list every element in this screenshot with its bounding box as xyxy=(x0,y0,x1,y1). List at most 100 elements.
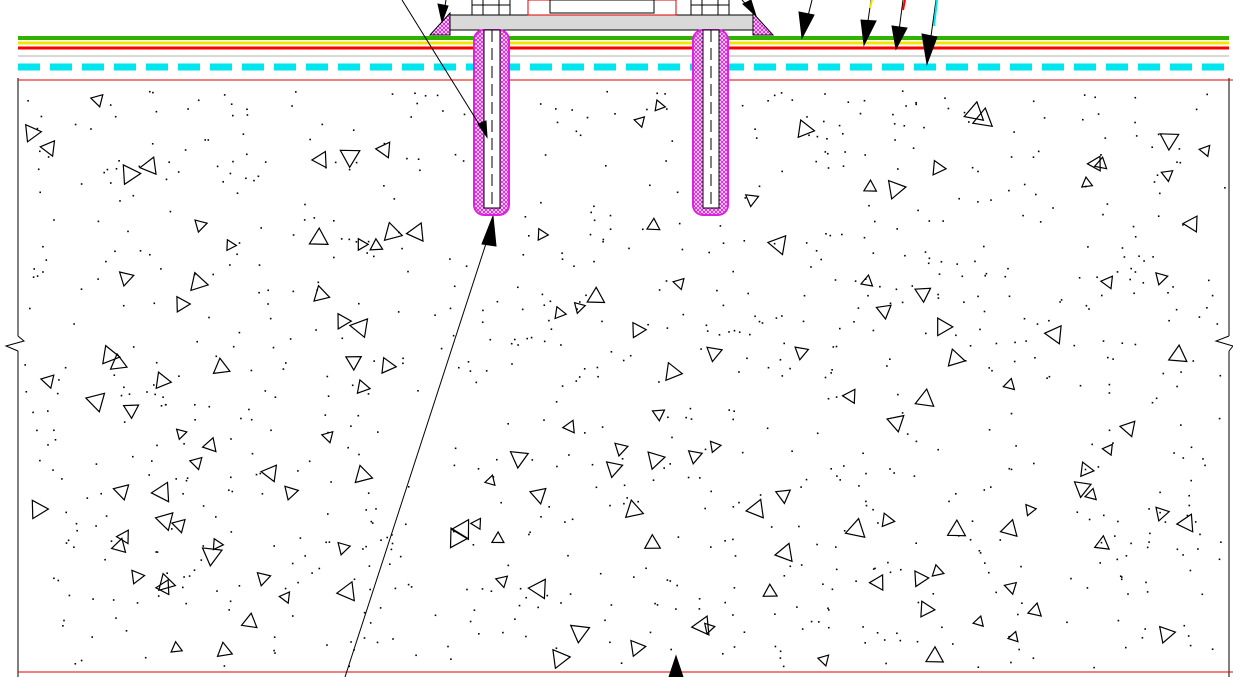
stipple-dot xyxy=(741,451,744,454)
stipple-dot xyxy=(1146,591,1149,593)
stipple-dot xyxy=(917,209,919,212)
aggregate-triangle xyxy=(122,163,142,186)
stipple-dot xyxy=(386,536,388,539)
stipple-dot xyxy=(1134,343,1137,346)
stipple-dot xyxy=(53,219,55,221)
stipple-dot xyxy=(139,250,142,252)
stipple-dot xyxy=(915,103,917,106)
stipple-dot xyxy=(185,479,188,482)
stipple-dot xyxy=(185,602,187,605)
stipple-dot xyxy=(371,522,374,524)
stipple-dot xyxy=(1114,535,1116,537)
stipple-dot xyxy=(671,436,673,439)
stipple-dot xyxy=(805,242,808,244)
stipple-dot xyxy=(1094,96,1096,99)
stipple-dot xyxy=(863,99,866,102)
stipple-dot xyxy=(370,520,373,523)
stipple-dot xyxy=(556,465,558,468)
aggregate-triangle xyxy=(971,106,994,128)
stipple-dot xyxy=(274,652,276,654)
stipple-dot xyxy=(1194,521,1197,523)
stipple-dot xyxy=(1120,578,1123,581)
stipple-dot xyxy=(983,310,986,313)
aggregate-triangle xyxy=(1080,460,1096,478)
stipple-dot xyxy=(810,266,812,268)
stipple-dot xyxy=(352,129,355,131)
stipple-dot xyxy=(1182,457,1185,459)
aggregate-triangle xyxy=(914,387,935,408)
aggregate-triangle xyxy=(651,409,666,422)
stipple-dot xyxy=(732,270,734,273)
stipple-dot xyxy=(229,600,232,603)
stipple-dot xyxy=(872,252,875,254)
stipple-dot xyxy=(1192,360,1195,362)
leader-arrow-yellow xyxy=(860,19,877,47)
stipple-dot xyxy=(27,100,29,102)
stipple-dot xyxy=(267,289,269,292)
stipple-dot xyxy=(299,537,302,539)
stipple-dot xyxy=(1102,213,1104,216)
stipple-dot xyxy=(575,130,578,133)
stipple-dot xyxy=(767,366,770,369)
stipple-dot xyxy=(231,490,234,493)
sealant-fillet-left xyxy=(428,11,451,36)
stipple-dot xyxy=(830,468,832,470)
stipple-dot xyxy=(835,345,838,348)
stipple-dot xyxy=(917,601,920,604)
stipple-dot xyxy=(416,102,418,105)
stipple-dot xyxy=(948,500,950,503)
stipple-dot xyxy=(770,526,773,528)
stipple-dot xyxy=(647,323,649,326)
stipple-dot xyxy=(270,429,272,432)
stipple-dot xyxy=(645,567,647,570)
aggregate-triangle xyxy=(308,226,330,246)
stipple-dot xyxy=(675,608,677,610)
stipple-dot xyxy=(383,142,386,145)
stipple-dot xyxy=(489,338,492,341)
stipple-dot xyxy=(925,332,927,335)
stipple-dot xyxy=(915,101,917,104)
stipple-dot xyxy=(977,295,979,298)
stipple-dot xyxy=(197,99,200,102)
stipple-dot xyxy=(915,440,918,443)
stipple-dot xyxy=(1032,156,1035,158)
stipple-dot xyxy=(1152,256,1154,258)
stipple-dot xyxy=(540,201,542,204)
stipple-dot xyxy=(941,626,943,629)
stipple-dot xyxy=(774,645,777,648)
aggregate-triangle xyxy=(39,374,55,390)
aggregate-triangle xyxy=(665,361,684,382)
stipple-dot xyxy=(806,116,808,118)
stipple-dot xyxy=(355,161,358,164)
stipple-dot xyxy=(773,94,776,97)
stipple-dot xyxy=(561,252,563,254)
stipple-dot xyxy=(375,508,377,510)
stipple-dot xyxy=(232,114,234,117)
stipple-dot xyxy=(885,662,887,665)
stipple-dot xyxy=(193,569,196,571)
stipple-dot xyxy=(656,604,659,606)
stipple-dot xyxy=(1208,279,1210,282)
stipple-dot xyxy=(754,315,756,318)
aggregate-triangle xyxy=(509,450,530,470)
stipple-dot xyxy=(1036,323,1039,325)
aggregate-triangle xyxy=(110,537,127,554)
aggregate-triangle xyxy=(971,614,985,628)
stipple-dot xyxy=(333,220,335,222)
stipple-dot xyxy=(877,522,879,524)
stipple-dot xyxy=(151,143,154,145)
stipple-dot xyxy=(738,331,741,333)
stipple-dot xyxy=(1020,565,1022,568)
stipple-dot xyxy=(458,366,460,369)
stipple-dot xyxy=(502,631,504,634)
stipple-dot xyxy=(442,110,444,112)
stipple-dot xyxy=(272,346,275,349)
stipple-dot xyxy=(872,329,875,332)
aggregate-triangle xyxy=(1086,155,1101,172)
aggregate-triangle xyxy=(947,347,967,367)
stipple-dot xyxy=(767,100,769,102)
stipple-dot xyxy=(541,293,544,296)
stipple-dot xyxy=(864,642,866,644)
stipple-dot xyxy=(169,210,172,213)
aggregate-triangle xyxy=(709,440,723,454)
